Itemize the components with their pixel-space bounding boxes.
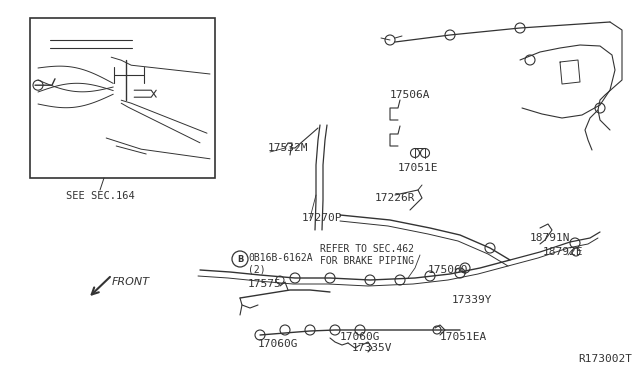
Text: 17339Y: 17339Y — [452, 295, 493, 305]
Text: 18792E: 18792E — [543, 247, 584, 257]
Text: B: B — [237, 254, 243, 263]
Text: 17506Q: 17506Q — [428, 265, 468, 275]
Text: 17060G: 17060G — [340, 332, 381, 342]
Text: 18791N: 18791N — [530, 233, 570, 243]
Text: 17506A: 17506A — [390, 90, 431, 100]
Text: 17575: 17575 — [248, 279, 282, 289]
Text: REFER TO SEC.462
FOR BRAKE PIPING: REFER TO SEC.462 FOR BRAKE PIPING — [320, 244, 414, 266]
Text: FRONT: FRONT — [112, 277, 150, 287]
Text: SEE SEC.164: SEE SEC.164 — [66, 191, 134, 201]
Text: 17335V: 17335V — [352, 343, 392, 353]
Text: 17226R: 17226R — [375, 193, 415, 203]
Text: 17270P: 17270P — [302, 213, 342, 223]
Text: R173002T: R173002T — [578, 354, 632, 364]
Bar — [30, 18, 215, 178]
Text: 0B16B-6162A: 0B16B-6162A — [248, 253, 312, 263]
Text: 17532M: 17532M — [268, 143, 308, 153]
Text: 17051E: 17051E — [398, 163, 438, 173]
Text: (2): (2) — [248, 264, 266, 274]
Text: 17051EA: 17051EA — [440, 332, 487, 342]
Text: 17060G: 17060G — [258, 339, 298, 349]
